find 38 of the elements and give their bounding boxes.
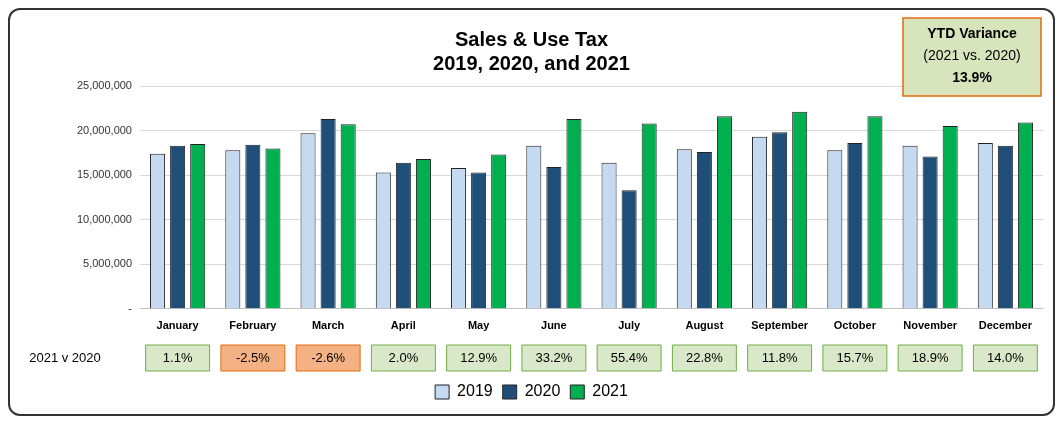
text: 1.1% [162, 349, 193, 365]
x-tick-label: June [541, 319, 567, 332]
legend-label: 2020 [524, 382, 561, 400]
x-tick-label: January [156, 319, 200, 332]
text: 22.8% [685, 349, 724, 365]
legend-label: 2021 [592, 382, 628, 400]
text: -2.5% [235, 349, 271, 365]
x-tick-label: July [618, 319, 642, 332]
x-tick-label: October [833, 319, 877, 332]
y-tick-label: 15,000,000 [76, 168, 132, 181]
text: 13.9% [952, 68, 993, 85]
y-tick-label: 25,000,000 [76, 79, 132, 92]
x-tick-label: April [390, 319, 416, 332]
x-tick-label: September [751, 319, 809, 332]
text: 14.0% [986, 349, 1025, 365]
text: 18.9% [911, 349, 949, 365]
x-tick-label: May [467, 319, 491, 332]
x-tick-label: February [229, 319, 278, 332]
text: 55.4% [610, 349, 648, 365]
y-tick-label: 10,000,000 [76, 212, 132, 225]
text: 15.7% [836, 349, 874, 365]
text: 12.9% [460, 349, 498, 365]
text: 33.2% [535, 349, 573, 365]
text: YTD Variance [927, 24, 1017, 41]
text: 2021 v 2020 [29, 349, 101, 365]
text: -2.6% [311, 349, 346, 365]
text: 11.8% [761, 349, 799, 365]
x-tick-label: March [311, 319, 345, 332]
text: (2021 vs. 2020) [923, 46, 1021, 63]
y-tick-label: - [128, 301, 133, 314]
x-tick-label: August [685, 319, 724, 332]
legend-label: 2019 [457, 382, 493, 400]
x-tick-label: December [978, 319, 1033, 332]
y-tick-label: 20,000,000 [76, 123, 132, 136]
x-tick-label: November [903, 319, 958, 332]
y-tick-label: 5,000,000 [83, 257, 132, 270]
chart-title: Sales & Use Tax 2019, 2020, and 2021 [433, 27, 630, 74]
text: 2.0% [388, 349, 419, 365]
